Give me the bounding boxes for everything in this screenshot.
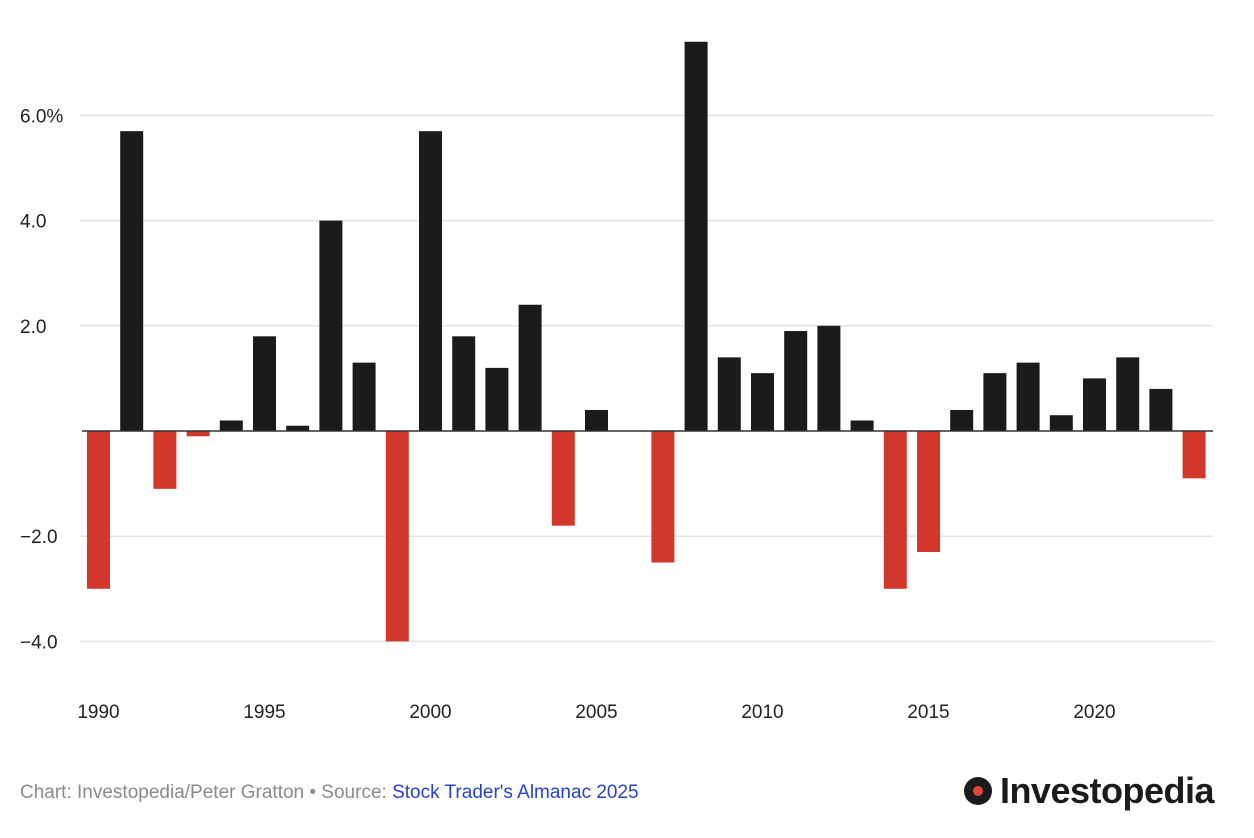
bar-2005 [585,409,608,431]
bar-2014 [883,431,907,589]
bar-2021 [1116,357,1140,431]
gridlines [80,114,1213,643]
bar-2020 [1083,378,1106,431]
bar-1997 [319,220,343,431]
bar-2019 [1049,415,1073,431]
bar-2012 [817,325,841,431]
bar-2002 [485,367,509,431]
bar-2017 [983,373,1007,431]
bar-2013 [850,420,874,431]
bar-2023 [1182,431,1206,479]
x-tick-label: 1995 [243,702,285,723]
x-tick-label: 2015 [907,702,949,723]
bar-2007 [651,431,675,563]
x-tick-label: 1990 [77,702,119,723]
bar-2000 [419,131,442,431]
bar-1998 [352,362,376,431]
bar-2016 [950,409,974,431]
bar-chart: 6.0% 4.0 2.0 −2.0 −4.0 1990 1995 2000 2005 2010 20… [20,41,1213,723]
bar-1996 [286,425,310,431]
y-tick-label: 6.0% [20,106,63,127]
bar-2008 [684,41,708,431]
bar-1990 [87,431,110,589]
bar-2003 [518,304,542,431]
source-link[interactable]: Stock Trader's Almanac 2025 [392,782,639,803]
x-tick-label: 2000 [409,702,451,723]
bar-1999 [385,431,409,642]
y-tick-label: −2.0 [20,527,58,548]
bar-1994 [219,420,243,431]
bar-2018 [1016,362,1040,431]
bar-2015 [917,431,940,552]
bar-1992 [153,431,177,489]
bar-2022 [1149,388,1173,431]
bar-2009 [717,357,741,431]
bars [87,41,1206,642]
bar-2011 [784,331,808,431]
logo-text: Investopedia [999,770,1215,811]
x-tick-label: 2005 [575,702,617,723]
y-tick-label: 2.0 [20,317,46,338]
bar-2004 [551,431,575,526]
bar-1993 [186,431,210,437]
x-tick-label: 2020 [1073,702,1115,723]
y-tick-label: −4.0 [20,632,58,653]
bar-1991 [120,131,144,431]
investopedia-logo: Investopedia [963,770,1215,812]
bar-2010 [751,373,774,431]
chart-credit: Chart: Investopedia/Peter Gratton • Sour… [20,782,639,804]
axes: 6.0% 4.0 2.0 −2.0 −4.0 1990 1995 2000 2005 2010 20… [20,106,1213,723]
x-tick-label: 2010 [741,702,783,723]
credit-text: Chart: Investopedia/Peter Gratton • Sour… [20,782,393,803]
y-tick-label: 4.0 [20,212,46,233]
investopedia-logo-icon [963,777,992,805]
bar-2001 [452,336,476,431]
bar-1995 [253,336,276,431]
